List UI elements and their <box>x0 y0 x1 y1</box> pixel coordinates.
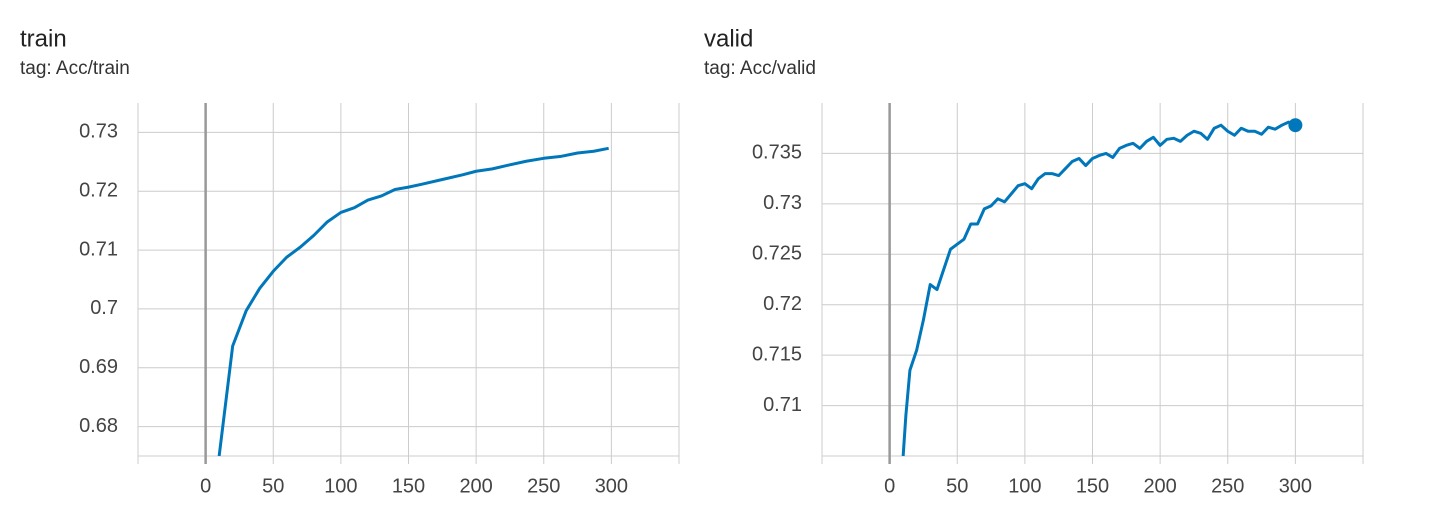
y-tick-label: 0.71 <box>79 238 118 260</box>
y-tick-label: 0.72 <box>79 180 118 202</box>
y-tick-label: 0.72 <box>763 293 802 315</box>
x-tick-label: 0 <box>884 475 895 497</box>
x-tick-label: 100 <box>1008 475 1041 497</box>
y-tick-label: 0.735 <box>752 142 802 164</box>
y-tick-label: 0.725 <box>752 243 802 265</box>
line <box>901 120 1296 457</box>
y-tick-label: 0.68 <box>79 415 118 437</box>
x-tick-label: 200 <box>459 475 492 497</box>
y-tick-label: 0.73 <box>763 192 802 214</box>
y-tick-label: 0.715 <box>752 343 802 365</box>
x-tick-label: 0 <box>200 475 211 497</box>
last-point <box>1288 118 1303 133</box>
x-tick-label: 250 <box>527 475 560 497</box>
y-tick-label: 0.71 <box>763 394 802 416</box>
x-tick-label: 150 <box>392 475 425 497</box>
x-tick-label: 200 <box>1143 475 1176 497</box>
y-tick-label: 0.73 <box>79 121 118 143</box>
chart-subtitle: tag: Acc/valid <box>704 58 816 79</box>
x-tick-label: 250 <box>1211 475 1244 497</box>
x-tick-label: 50 <box>262 475 284 497</box>
x-tick-label: 300 <box>595 475 628 497</box>
chart-subtitle: tag: Acc/train <box>20 58 130 79</box>
x-tick-label: 50 <box>946 475 968 497</box>
line <box>217 146 609 457</box>
y-tick-label: 0.69 <box>79 356 118 378</box>
x-tick-label: 100 <box>324 475 357 497</box>
chart-title: valid <box>704 25 753 52</box>
x-tick-label: 150 <box>1076 475 1109 497</box>
chart-title: train <box>20 25 67 52</box>
x-tick-label: 300 <box>1279 475 1312 497</box>
y-tick-label: 0.7 <box>90 297 118 319</box>
